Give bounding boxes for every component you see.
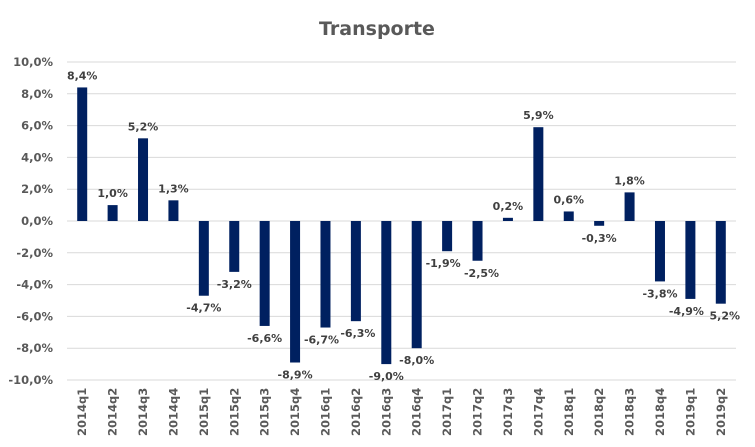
x-tick-label: 2019q2 — [714, 388, 728, 436]
y-tick-label: -8,0% — [16, 341, 53, 355]
gridlines — [67, 61, 736, 381]
bar-2015q1 — [198, 221, 209, 296]
y-tick-label: 0,0% — [21, 214, 53, 228]
y-tick-label: -6,0% — [16, 309, 53, 323]
bar-2018q2 — [594, 221, 605, 226]
x-tick-label: 2016q2 — [349, 388, 363, 436]
data-label: 0,6% — [553, 193, 584, 206]
data-label: -0,3% — [582, 232, 617, 245]
data-label: 5,2% — [128, 120, 159, 133]
bar-2014q4 — [168, 200, 179, 221]
data-label: -6,3% — [340, 327, 375, 340]
bar-2014q3 — [138, 138, 149, 221]
bar-2016q2 — [350, 221, 361, 322]
bar-2015q2 — [229, 221, 240, 272]
data-label: 8,4% — [67, 69, 98, 82]
x-axis-ticks: 2014q1 2014q2 2014q3 2014q4 2015q1 2015q2 2015… — [75, 388, 728, 436]
y-tick-label: 6,0% — [21, 119, 53, 133]
x-tick-label: 2015q3 — [258, 388, 272, 436]
x-tick-label: 2015q1 — [197, 388, 211, 436]
x-tick-label: 2017q3 — [501, 388, 515, 436]
y-tick-label: 4,0% — [21, 150, 53, 164]
bar-2017q3 — [502, 217, 513, 221]
y-tick-label: 2,0% — [21, 182, 53, 196]
y-tick-label: -2,0% — [16, 246, 53, 260]
data-label: 5,2% — [710, 310, 741, 323]
y-tick-label: -10,0% — [8, 373, 53, 387]
chart-title: Transporte — [319, 18, 435, 40]
x-tick-label: 2018q2 — [592, 388, 606, 436]
data-label: 1,3% — [158, 182, 189, 195]
bar-2016q3 — [381, 221, 392, 365]
bar-2019q2 — [715, 221, 726, 304]
bar-2019q1 — [685, 221, 696, 299]
x-tick-label: 2017q2 — [471, 388, 485, 436]
x-tick-label: 2016q3 — [379, 388, 393, 436]
y-tick-label: -4,0% — [16, 278, 53, 292]
data-label: -8,0% — [399, 354, 434, 367]
x-tick-label: 2017q4 — [531, 388, 545, 436]
x-tick-label: 2018q4 — [653, 388, 667, 436]
bar-2018q4 — [654, 221, 665, 282]
data-label: -4,7% — [186, 302, 221, 315]
bar-2015q4 — [290, 221, 301, 363]
data-label: 1,0% — [97, 187, 128, 200]
data-label: -9,0% — [369, 370, 404, 383]
x-tick-label: 2016q1 — [318, 388, 332, 436]
x-tick-label: 2014q1 — [75, 388, 89, 436]
y-tick-label: 8,0% — [21, 87, 53, 101]
data-label: 0,2% — [493, 200, 524, 213]
bar-2018q3 — [624, 192, 635, 221]
data-label: -4,9% — [669, 305, 704, 318]
data-label: 1,8% — [614, 174, 645, 187]
bar-2016q4 — [411, 221, 422, 349]
data-label: -3,2% — [217, 278, 252, 291]
data-label: -2,5% — [464, 267, 499, 280]
bar-2017q4 — [533, 127, 544, 221]
x-tick-label: 2019q1 — [683, 388, 697, 436]
x-tick-label: 2014q2 — [106, 388, 120, 436]
x-tick-label: 2014q3 — [136, 388, 150, 436]
y-axis-ticks: 10,0% 8,0% 6,0% 4,0% 2,0% 0,0% -2,0% -4,0% -6,0%… — [8, 55, 53, 387]
bar-2015q3 — [259, 221, 270, 326]
data-labels: 8,4% 1,0% 5,2% 1,3% -4,7% -3,2% -6,6% -8,9% -6,7… — [67, 69, 740, 383]
data-label: -3,8% — [642, 287, 677, 300]
data-label: -8,9% — [278, 369, 313, 382]
x-tick-label: 2018q1 — [562, 388, 576, 436]
y-tick-label: 10,0% — [13, 55, 53, 69]
data-label: -6,7% — [304, 334, 339, 347]
x-tick-label: 2015q2 — [227, 388, 241, 436]
x-tick-label: 2015q4 — [288, 388, 302, 436]
x-tick-label: 2016q4 — [410, 388, 424, 436]
data-label: -6,6% — [247, 332, 282, 345]
bars — [77, 87, 726, 365]
x-tick-label: 2014q4 — [166, 388, 180, 436]
bar-2014q1 — [77, 87, 88, 221]
bar-2014q2 — [107, 205, 118, 221]
bar-2017q1 — [442, 221, 453, 252]
bar-2018q1 — [563, 211, 574, 221]
x-tick-label: 2018q3 — [623, 388, 637, 436]
data-label: 5,9% — [523, 109, 554, 122]
data-label: -1,9% — [426, 257, 461, 270]
x-tick-label: 2017q1 — [440, 388, 454, 436]
bar-2016q1 — [320, 221, 331, 328]
bar-2017q2 — [472, 221, 483, 261]
